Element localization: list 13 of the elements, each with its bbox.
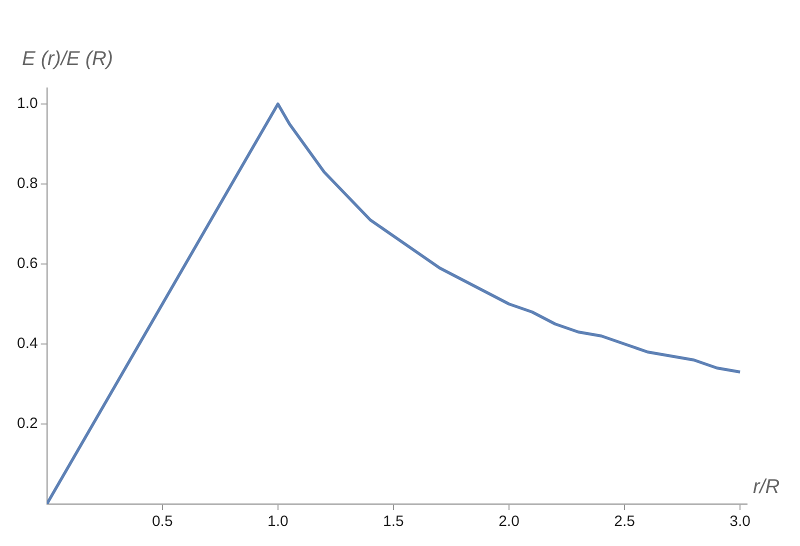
x-tick-label: 0.5 bbox=[152, 513, 173, 530]
x-tick-label: 2.5 bbox=[614, 513, 635, 530]
x-tick-label: 1.5 bbox=[383, 513, 404, 530]
x-tick-label: 1.0 bbox=[267, 513, 288, 530]
y-tick-label: 0.4 bbox=[16, 335, 38, 352]
y-tick-label: 1.0 bbox=[16, 95, 38, 112]
y-axis-title: E (r)/E (R) bbox=[22, 48, 114, 71]
y-tick-label: 0.2 bbox=[16, 415, 38, 432]
x-tick-label: 2.0 bbox=[498, 513, 520, 530]
y-tick-label: 0.6 bbox=[16, 255, 38, 272]
x-axis-title: r/R bbox=[753, 476, 780, 499]
x-tick-label: 3.0 bbox=[730, 513, 750, 530]
y-tick-label: 0.8 bbox=[16, 175, 38, 192]
